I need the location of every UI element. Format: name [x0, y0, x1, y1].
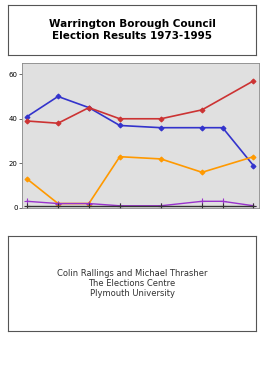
Text: Warrington Borough Council
Election Results 1973-1995: Warrington Borough Council Election Resu… [49, 19, 215, 41]
Text: Colin Rallings and Michael Thrasher
The Elections Centre
Plymouth University: Colin Rallings and Michael Thrasher The … [57, 269, 207, 298]
